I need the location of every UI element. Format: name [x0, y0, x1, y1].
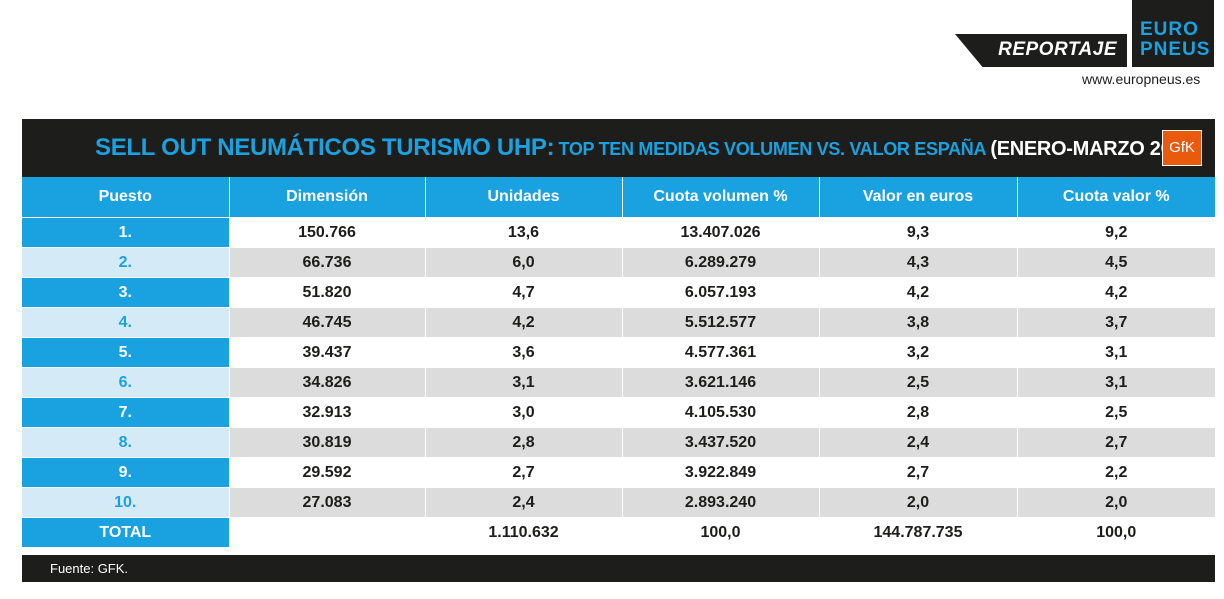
cell-dimension: 27.083	[228, 487, 425, 518]
cell-rank: 6.	[22, 367, 229, 398]
cell-valor-euros: 4,3	[818, 247, 1017, 278]
table-row: 10. 27.083 2,4 2.893.240 2,0 2,0	[22, 487, 1215, 518]
cell-cuota-valor: 4,2	[1016, 277, 1215, 308]
cell-dimension: 66.736	[228, 247, 425, 278]
cell-cuota-volumen: 4.105.530	[621, 397, 819, 428]
cell-cuota-valor: 3,1	[1016, 367, 1215, 398]
cell-dimension: 34.826	[228, 367, 425, 398]
cell-rank: 8.	[22, 427, 229, 458]
cell-dimension: 29.592	[228, 457, 425, 488]
cell-cuota-volumen: 3.621.146	[621, 367, 819, 398]
cell-rank: 7.	[22, 397, 229, 428]
cell-cuota-volumen: 6.057.193	[621, 277, 819, 308]
cell-cuota-valor: 3,1	[1016, 337, 1215, 368]
cell-cuota-valor: 2,5	[1016, 397, 1215, 428]
cell-cuota-valor: 2,0	[1016, 487, 1215, 518]
total-cuota-volumen: 100,0	[621, 517, 819, 547]
cell-rank: 10.	[22, 487, 229, 518]
reportaje-label: REPORTAJE	[998, 39, 1117, 60]
title-date: (ENERO-MARZO 2025)	[990, 138, 1200, 160]
header-dimension: Dimensión	[228, 177, 425, 218]
table-title: SELL OUT NEUMÁTICOS TURISMO UHP: TOP TEN…	[95, 134, 1200, 162]
cell-valor-euros: 3,2	[818, 337, 1017, 368]
cell-unidades: 2,8	[424, 427, 622, 458]
cell-valor-euros: 2,0	[818, 487, 1017, 518]
total-valor-euros: 144.787.735	[818, 517, 1017, 547]
cell-unidades: 6,0	[424, 247, 622, 278]
table-row: 2. 66.736 6,0 6.289.279 4,3 4,5	[22, 247, 1215, 278]
title-main: SELL OUT NEUMÁTICOS TURISMO UHP:	[95, 134, 555, 161]
cell-valor-euros: 2,5	[818, 367, 1017, 398]
data-table: Puesto Dimensión Unidades Cuota volumen …	[22, 177, 1215, 547]
header-row: Puesto Dimensión Unidades Cuota volumen …	[22, 177, 1215, 218]
cell-unidades: 4,7	[424, 277, 622, 308]
table-row: 1. 150.766 13,6 13.407.026 9,3 9,2	[22, 217, 1215, 248]
cell-valor-euros: 2,7	[818, 457, 1017, 488]
cell-dimension: 46.745	[228, 307, 425, 338]
header-unidades: Unidades	[424, 177, 622, 218]
site-url: www.europneus.es	[1082, 71, 1201, 87]
cell-unidades: 2,4	[424, 487, 622, 518]
cell-dimension: 30.819	[228, 427, 425, 458]
cell-valor-euros: 3,8	[818, 307, 1017, 338]
cell-rank: 4.	[22, 307, 229, 338]
cell-rank: 9.	[22, 457, 229, 488]
logo-line-2: PNEUS	[1140, 39, 1211, 60]
cell-rank: 5.	[22, 337, 229, 368]
cell-cuota-valor: 3,7	[1016, 307, 1215, 338]
cell-cuota-volumen: 2.893.240	[621, 487, 819, 518]
cell-cuota-valor: 2,2	[1016, 457, 1215, 488]
total-dimension	[228, 517, 425, 547]
europneus-logo: EURO PNEUS	[1132, 0, 1214, 67]
cell-cuota-valor: 9,2	[1016, 217, 1215, 248]
cell-valor-euros: 2,8	[818, 397, 1017, 428]
header-puesto: Puesto	[22, 177, 229, 218]
cell-rank: 1.	[22, 217, 229, 248]
table-row: 8. 30.819 2,8 3.437.520 2,4 2,7	[22, 427, 1215, 458]
table-row: 9. 29.592 2,7 3.922.849 2,7 2,2	[22, 457, 1215, 488]
cell-unidades: 4,2	[424, 307, 622, 338]
cell-cuota-volumen: 3.922.849	[621, 457, 819, 488]
table-row: 3. 51.820 4,7 6.057.193 4,2 4,2	[22, 277, 1215, 308]
cell-unidades: 3,0	[424, 397, 622, 428]
cell-dimension: 51.820	[228, 277, 425, 308]
reportaje-tag: REPORTAJE	[955, 34, 1127, 67]
table-row: 7. 32.913 3,0 4.105.530 2,8 2,5	[22, 397, 1215, 428]
total-rank: TOTAL	[22, 517, 229, 547]
cell-unidades: 13,6	[424, 217, 622, 248]
cell-cuota-valor: 4,5	[1016, 247, 1215, 278]
cell-cuota-volumen: 3.437.520	[621, 427, 819, 458]
cell-valor-euros: 4,2	[818, 277, 1017, 308]
cell-rank: 2.	[22, 247, 229, 278]
header-cuota-volumen: Cuota volumen %	[621, 177, 819, 218]
cell-valor-euros: 9,3	[818, 217, 1017, 248]
cell-valor-euros: 2,4	[818, 427, 1017, 458]
cell-rank: 3.	[22, 277, 229, 308]
cell-unidades: 3,1	[424, 367, 622, 398]
table-title-bar: SELL OUT NEUMÁTICOS TURISMO UHP: TOP TEN…	[22, 119, 1215, 177]
cell-cuota-valor: 2,7	[1016, 427, 1215, 458]
header-cuota-valor: Cuota valor %	[1016, 177, 1215, 218]
cell-unidades: 2,7	[424, 457, 622, 488]
total-cuota-valor: 100,0	[1016, 517, 1215, 547]
cell-cuota-volumen: 6.289.279	[621, 247, 819, 278]
cell-dimension: 39.437	[228, 337, 425, 368]
table-row: 4. 46.745 4,2 5.512.577 3,8 3,7	[22, 307, 1215, 338]
cell-cuota-volumen: 4.577.361	[621, 337, 819, 368]
source-footer: Fuente: GFK.	[22, 555, 1215, 582]
cell-dimension: 32.913	[228, 397, 425, 428]
cell-unidades: 3,6	[424, 337, 622, 368]
table-row: 5. 39.437 3,6 4.577.361 3,2 3,1	[22, 337, 1215, 368]
logo-line-1: EURO	[1140, 19, 1199, 40]
cell-cuota-volumen: 13.407.026	[621, 217, 819, 248]
gfk-logo: GfK	[1162, 130, 1202, 166]
total-row: TOTAL 1.110.632 100,0 144.787.735 100,0	[22, 517, 1215, 547]
header-valor-euros: Valor en euros	[818, 177, 1017, 218]
table-row: 6. 34.826 3,1 3.621.146 2,5 3,1	[22, 367, 1215, 398]
cell-cuota-volumen: 5.512.577	[621, 307, 819, 338]
cell-dimension: 150.766	[228, 217, 425, 248]
source-text: Fuente: GFK.	[50, 561, 129, 576]
title-sub: TOP TEN MEDIDAS VOLUMEN VS. VALOR ESPAÑA	[558, 139, 987, 159]
total-unidades: 1.110.632	[424, 517, 622, 547]
